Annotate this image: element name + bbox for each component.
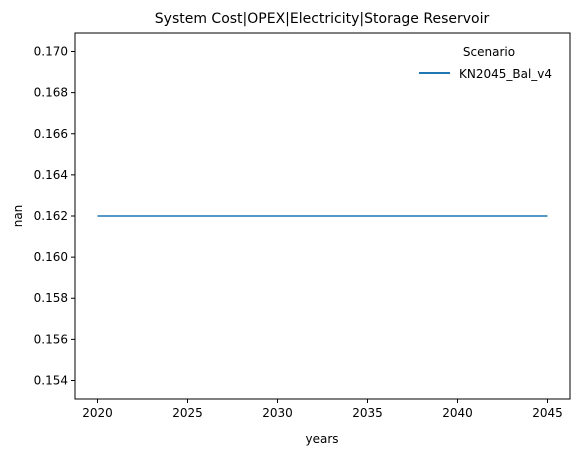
legend-title: Scenario <box>463 45 515 59</box>
y-tick-label: 0.162 <box>34 209 68 223</box>
y-tick-label: 0.166 <box>34 127 68 141</box>
x-tick-label: 2040 <box>442 406 473 420</box>
y-tick-label: 0.168 <box>34 86 68 100</box>
x-tick-label: 2030 <box>262 406 293 420</box>
y-axis: 0.154 0.156 0.158 0.160 0.162 0.164 0.166 0.168… <box>34 45 75 387</box>
x-tick-label: 2045 <box>532 406 563 420</box>
x-tick-label: 2035 <box>352 406 383 420</box>
x-tick-label: 2025 <box>172 406 203 420</box>
chart-title: System Cost|OPEX|Electricity|Storage Res… <box>155 11 490 27</box>
x-axis: 2020 2025 2030 2035 2040 2045 <box>82 399 563 420</box>
x-axis-label: years <box>305 432 338 446</box>
y-tick-label: 0.160 <box>34 250 68 264</box>
y-tick-label: 0.170 <box>34 45 68 59</box>
y-tick-label: 0.156 <box>34 332 68 346</box>
legend: Scenario KN2045_Bal_v4 <box>419 45 552 81</box>
y-tick-label: 0.154 <box>34 373 68 387</box>
y-tick-label: 0.164 <box>34 168 68 182</box>
legend-label: KN2045_Bal_v4 <box>459 67 552 81</box>
y-axis-label: nan <box>11 205 25 228</box>
x-tick-label: 2020 <box>82 406 113 420</box>
y-tick-label: 0.158 <box>34 291 68 305</box>
